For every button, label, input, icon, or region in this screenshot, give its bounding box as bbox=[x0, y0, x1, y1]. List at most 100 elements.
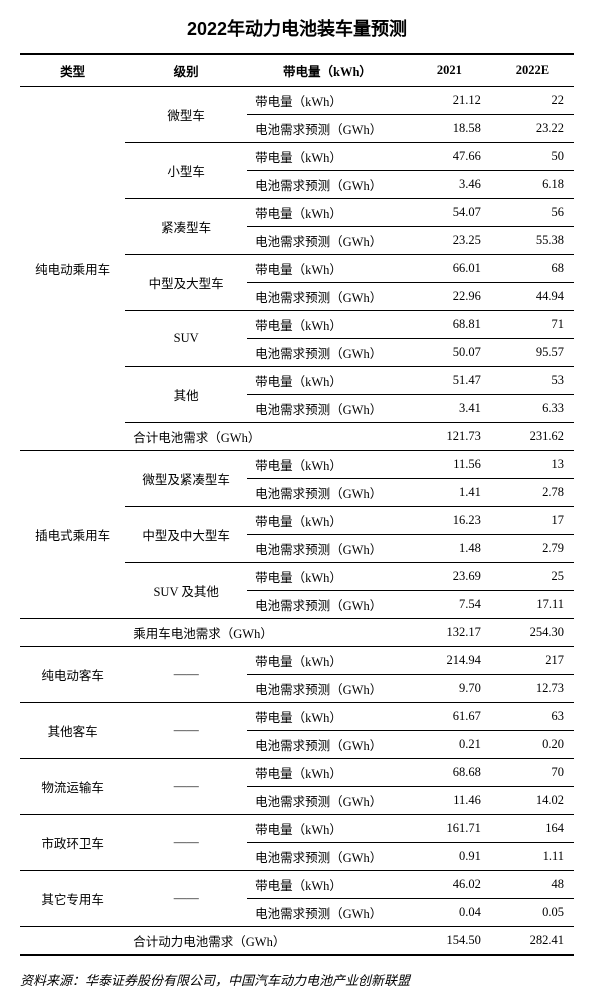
level-cell: 其他 bbox=[125, 367, 247, 423]
level-cell: SUV bbox=[125, 311, 247, 367]
value-2021: 47.66 bbox=[408, 143, 491, 171]
value-2022: 14.02 bbox=[491, 787, 574, 815]
value-2021: 3.41 bbox=[408, 395, 491, 423]
table-row: 其他客车——带电量（kWh）61.6763 bbox=[20, 703, 574, 731]
level-cell: 紧凑型车 bbox=[125, 199, 247, 255]
summary-2022: 282.41 bbox=[491, 927, 574, 956]
value-2021: 9.70 bbox=[408, 675, 491, 703]
header-level: 级别 bbox=[125, 54, 247, 87]
metric-cell: 电池需求预测（GWh） bbox=[247, 535, 408, 563]
value-2021: 161.71 bbox=[408, 815, 491, 843]
value-2022: 17 bbox=[491, 507, 574, 535]
metric-cell: 电池需求预测（GWh） bbox=[247, 675, 408, 703]
metric-cell: 带电量（kWh） bbox=[247, 143, 408, 171]
level-cell: —— bbox=[125, 647, 247, 703]
table-row: 纯电动客车——带电量（kWh）214.94217 bbox=[20, 647, 574, 675]
metric-cell: 电池需求预测（GWh） bbox=[247, 787, 408, 815]
value-2022: 13 bbox=[491, 451, 574, 479]
metric-cell: 电池需求预测（GWh） bbox=[247, 171, 408, 199]
metric-cell: 电池需求预测（GWh） bbox=[247, 591, 408, 619]
table-row: 插电式乘用车微型及紧凑型车带电量（kWh）11.5613 bbox=[20, 451, 574, 479]
value-2021: 7.54 bbox=[408, 591, 491, 619]
summary-label: 合计电池需求（GWh） bbox=[125, 423, 408, 451]
level-cell: 微型及紧凑型车 bbox=[125, 451, 247, 507]
value-2021: 66.01 bbox=[408, 255, 491, 283]
summary-2022: 254.30 bbox=[491, 619, 574, 647]
value-2022: 44.94 bbox=[491, 283, 574, 311]
value-2022: 68 bbox=[491, 255, 574, 283]
level-cell: 中型及大型车 bbox=[125, 255, 247, 311]
value-2021: 16.23 bbox=[408, 507, 491, 535]
header-2022: 2022E bbox=[491, 54, 574, 87]
value-2022: 0.05 bbox=[491, 899, 574, 927]
value-2021: 3.46 bbox=[408, 171, 491, 199]
value-2021: 0.91 bbox=[408, 843, 491, 871]
metric-cell: 电池需求预测（GWh） bbox=[247, 395, 408, 423]
page-title: 2022年动力电池装车量预测 bbox=[20, 15, 574, 41]
value-2022: 0.20 bbox=[491, 731, 574, 759]
table-row: 纯电动乘用车微型车带电量（kWh）21.1222 bbox=[20, 87, 574, 115]
summary-2021: 154.50 bbox=[408, 927, 491, 956]
value-2021: 0.04 bbox=[408, 899, 491, 927]
type-cell: 纯电动客车 bbox=[20, 647, 125, 703]
table-row: 市政环卫车——带电量（kWh）161.71164 bbox=[20, 815, 574, 843]
value-2021: 23.25 bbox=[408, 227, 491, 255]
metric-cell: 电池需求预测（GWh） bbox=[247, 479, 408, 507]
value-2022: 50 bbox=[491, 143, 574, 171]
metric-cell: 电池需求预测（GWh） bbox=[247, 283, 408, 311]
metric-cell: 电池需求预测（GWh） bbox=[247, 843, 408, 871]
table-body: 纯电动乘用车微型车带电量（kWh）21.1222电池需求预测（GWh）18.58… bbox=[20, 87, 574, 956]
value-2022: 6.33 bbox=[491, 395, 574, 423]
value-2021: 50.07 bbox=[408, 339, 491, 367]
value-2021: 61.67 bbox=[408, 703, 491, 731]
value-2022: 25 bbox=[491, 563, 574, 591]
value-2021: 54.07 bbox=[408, 199, 491, 227]
type-cell: 物流运输车 bbox=[20, 759, 125, 815]
value-2021: 0.21 bbox=[408, 731, 491, 759]
value-2022: 2.78 bbox=[491, 479, 574, 507]
table-row: 物流运输车——带电量（kWh）68.6870 bbox=[20, 759, 574, 787]
value-2022: 48 bbox=[491, 871, 574, 899]
table-header-row: 类型 级别 带电量（kWh） 2021 2022E bbox=[20, 54, 574, 87]
blank-cell bbox=[20, 927, 125, 956]
type-cell: 纯电动乘用车 bbox=[20, 87, 125, 451]
value-2021: 11.46 bbox=[408, 787, 491, 815]
value-2022: 53 bbox=[491, 367, 574, 395]
value-2022: 23.22 bbox=[491, 115, 574, 143]
value-2022: 95.57 bbox=[491, 339, 574, 367]
summary-2021: 132.17 bbox=[408, 619, 491, 647]
battery-forecast-table: 类型 级别 带电量（kWh） 2021 2022E 纯电动乘用车微型车带电量（k… bbox=[20, 53, 574, 956]
value-2022: 12.73 bbox=[491, 675, 574, 703]
value-2022: 22 bbox=[491, 87, 574, 115]
value-2021: 11.56 bbox=[408, 451, 491, 479]
summary-label: 乘用车电池需求（GWh） bbox=[125, 619, 408, 647]
level-cell: —— bbox=[125, 871, 247, 927]
metric-cell: 带电量（kWh） bbox=[247, 451, 408, 479]
value-2021: 51.47 bbox=[408, 367, 491, 395]
value-2022: 2.79 bbox=[491, 535, 574, 563]
level-cell: —— bbox=[125, 759, 247, 815]
value-2022: 63 bbox=[491, 703, 574, 731]
metric-cell: 带电量（kWh） bbox=[247, 255, 408, 283]
value-2021: 22.96 bbox=[408, 283, 491, 311]
metric-cell: 带电量（kWh） bbox=[247, 367, 408, 395]
metric-cell: 带电量（kWh） bbox=[247, 647, 408, 675]
summary-2022: 231.62 bbox=[491, 423, 574, 451]
value-2022: 70 bbox=[491, 759, 574, 787]
level-cell: 小型车 bbox=[125, 143, 247, 199]
summary-2021: 121.73 bbox=[408, 423, 491, 451]
value-2021: 68.68 bbox=[408, 759, 491, 787]
passenger-summary-row: 乘用车电池需求（GWh）132.17254.30 bbox=[20, 619, 574, 647]
type-cell: 其他客车 bbox=[20, 703, 125, 759]
metric-cell: 带电量（kWh） bbox=[247, 759, 408, 787]
value-2022: 6.18 bbox=[491, 171, 574, 199]
value-2021: 68.81 bbox=[408, 311, 491, 339]
metric-cell: 电池需求预测（GWh） bbox=[247, 339, 408, 367]
metric-cell: 电池需求预测（GWh） bbox=[247, 115, 408, 143]
metric-cell: 带电量（kWh） bbox=[247, 199, 408, 227]
value-2021: 1.41 bbox=[408, 479, 491, 507]
type-cell: 市政环卫车 bbox=[20, 815, 125, 871]
level-cell: 中型及中大型车 bbox=[125, 507, 247, 563]
value-2022: 164 bbox=[491, 815, 574, 843]
level-cell: SUV 及其他 bbox=[125, 563, 247, 619]
